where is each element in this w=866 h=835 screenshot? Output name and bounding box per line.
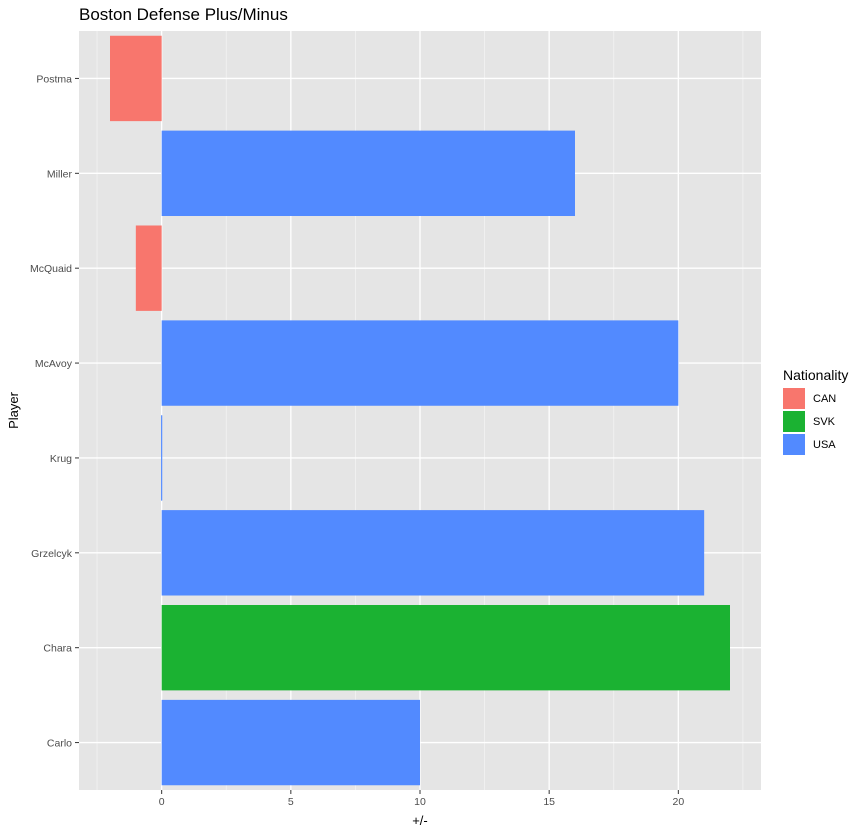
chart-title: Boston Defense Plus/Minus (79, 5, 288, 24)
y-tick-label: McQuaid (30, 263, 72, 275)
y-axis: Carlo Chara Grzelcyk Krug McAvoy McQuaid Mille… (30, 73, 79, 750)
legend-key-can (783, 388, 805, 409)
y-tick-label: Chara (43, 643, 72, 655)
x-tick-label: 20 (672, 796, 684, 808)
bar-carlo (161, 699, 420, 786)
legend-key-usa (783, 434, 805, 455)
x-tick-label: 5 (288, 796, 294, 808)
legend-key-svk (783, 411, 805, 432)
y-tick-label: Grzelcyk (31, 548, 73, 560)
bar-krug (161, 415, 163, 501)
y-tick-label: Carlo (47, 738, 72, 750)
bar-chara (161, 604, 730, 691)
x-tick-label: 15 (543, 796, 555, 808)
bars (110, 35, 730, 786)
legend: Nationality CAN SVK USA (783, 367, 848, 455)
bar-miller (161, 130, 575, 217)
x-axis: 0 5 10 15 20 (159, 790, 684, 808)
x-axis-title: +/- (412, 813, 428, 828)
y-axis-title: Player (6, 391, 21, 429)
x-tick-label: 10 (414, 796, 426, 808)
bar-grzelcyk (161, 510, 705, 596)
legend-label-can: CAN (813, 393, 836, 405)
y-tick-label: McAvoy (35, 358, 73, 370)
bar-mcavoy (161, 320, 679, 406)
bar-postma (110, 35, 162, 122)
bar-mcquaid (135, 225, 162, 311)
legend-label-usa: USA (813, 439, 836, 451)
legend-title: Nationality (783, 367, 848, 383)
y-tick-label: Krug (50, 453, 72, 465)
y-tick-label: Postma (36, 73, 72, 85)
x-tick-label: 0 (159, 796, 165, 808)
legend-label-svk: SVK (813, 416, 836, 428)
y-tick-label: Miller (47, 168, 73, 180)
